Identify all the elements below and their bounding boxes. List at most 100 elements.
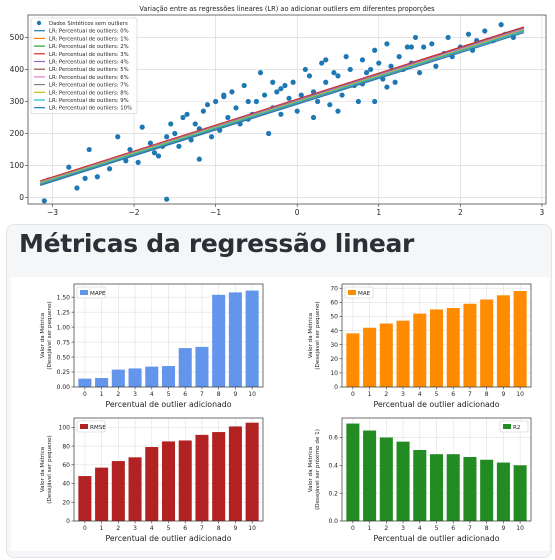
- metric-ytick-label: 0.4: [328, 463, 338, 470]
- metric-xtick-label: 4: [150, 391, 154, 398]
- scatter-xtick-label: 3: [540, 208, 545, 217]
- scatter-point: [164, 196, 170, 202]
- metric-xtick-label: 3: [133, 525, 137, 532]
- metric-legend-swatch: [80, 424, 88, 429]
- scatter-point: [388, 63, 394, 69]
- metric-ytick-label: 50: [330, 314, 338, 321]
- scatter-xtick-label: 2: [458, 208, 463, 217]
- metric-ytick-label: 0.6: [328, 435, 338, 442]
- metric-xtick-label: 0: [83, 391, 87, 398]
- metric-bar: [78, 378, 92, 387]
- scatter-point: [253, 98, 260, 105]
- regression-line: [40, 26, 525, 182]
- scatter-legend: Dados Sintéticos sem outliers LR: Percent…: [30, 17, 138, 114]
- r2-bar-chart: 0.0 0.2 0.4 0.6 0 1 2 3 4 5 6 7 8 9 10 Percentual de ou…: [307, 417, 532, 543]
- metric-legend-box: [344, 286, 374, 299]
- scatter-point: [408, 44, 415, 50]
- scatter-point: [298, 92, 304, 98]
- scatter-point: [74, 185, 80, 191]
- scatter-point: [433, 63, 439, 69]
- metric-bar: [363, 430, 377, 521]
- metric-bar: [496, 462, 510, 521]
- scatter-point: [127, 146, 133, 153]
- scatter-point: [270, 79, 276, 85]
- metric-xtick-label: 9: [233, 525, 237, 532]
- metric-bar: [145, 366, 159, 387]
- metric-bar: [245, 290, 259, 387]
- metric-ytick-label: 40: [330, 328, 338, 335]
- metric-ytick-label: 0.0: [328, 518, 338, 525]
- scatter-point: [482, 28, 488, 34]
- metric-ylabel-line: (Desejável ser pequeno): [46, 435, 53, 503]
- scatter-title: Variação entre as regressões lineares (L…: [139, 5, 435, 13]
- metric-ytick-label: 40: [62, 481, 70, 488]
- legend-label: LR: Percentual de outliers: 6%: [49, 75, 129, 81]
- metric-bar: [513, 465, 527, 521]
- metric-xtick-label: 10: [516, 391, 524, 398]
- metrics-section: Métricas da regressão linear 0.00 0.25 0.5…: [6, 224, 552, 558]
- scatter-point: [41, 198, 47, 204]
- legend-label: LR: Percentual de outliers: 0%: [49, 29, 129, 35]
- metric-axes-frame: [341, 417, 532, 522]
- metric-bar: [178, 440, 192, 521]
- metric-xtick-label: 9: [501, 525, 505, 532]
- scatter-point: [392, 79, 398, 85]
- metric-bar: [346, 423, 360, 521]
- metric-xtick-label: 4: [150, 525, 154, 532]
- scatter-ytick-label: 300: [10, 97, 25, 106]
- scatter-point: [139, 124, 145, 130]
- scatter-point: [274, 89, 280, 95]
- scatter-xtick-label: −3: [47, 208, 58, 217]
- metric-xtick-label: 3: [401, 391, 405, 398]
- scatter-point: [241, 82, 247, 89]
- metric-xtick-label: 2: [384, 525, 388, 532]
- metric-ytick-label: 60: [62, 462, 70, 469]
- scatter-point: [290, 79, 296, 85]
- metric-xtick-label: 5: [435, 391, 439, 398]
- scatter-xtick-label: −1: [210, 208, 221, 217]
- scatter-point: [421, 44, 427, 50]
- scatter-point: [278, 111, 284, 117]
- metric-xtick-label: 1: [100, 525, 104, 532]
- metric-xlabel: Percentual de outlier adicionado: [373, 534, 499, 543]
- scatter-point: [498, 22, 504, 28]
- metric-legend: MAPE: [76, 286, 106, 299]
- mape-bar-chart: 0.00 0.25 0.50 0.75 1.00 1.25 1.50 0 1 2 3 4 5 6 7 8 9 10…: [39, 283, 264, 409]
- metric-legend: R2: [499, 420, 529, 433]
- metric-ytick-label: 100: [59, 425, 71, 432]
- metric-xtick-label: 10: [248, 391, 256, 398]
- scatter-point: [302, 66, 308, 73]
- metric-bar: [195, 346, 209, 387]
- metric-xtick-label: 0: [83, 525, 87, 532]
- scatter-ytick-label: 100: [10, 161, 25, 170]
- scatter-point: [396, 54, 402, 60]
- metric-ytick-label: 0.25: [57, 369, 71, 376]
- metric-legend-label: R2: [513, 425, 520, 431]
- metric-ytick-label: 70: [330, 285, 338, 292]
- metric-bar: [95, 378, 109, 387]
- metric-ytick-label: 10: [330, 370, 338, 377]
- scatter-point: [176, 143, 182, 149]
- scatter-xtick-label: −2: [129, 208, 140, 217]
- scatter-point: [233, 105, 239, 111]
- metric-bar: [178, 348, 192, 387]
- scatter-point: [339, 92, 345, 98]
- metric-bar: [145, 447, 159, 521]
- metric-ytick-label: 0: [334, 384, 338, 391]
- metric-ytick-label: 0.00: [57, 384, 71, 391]
- metric-legend-swatch: [503, 424, 511, 429]
- scatter-point: [164, 134, 170, 140]
- metric-xtick-label: 7: [468, 391, 472, 398]
- metric-xtick-label: 8: [485, 525, 489, 532]
- metric-bar: [95, 467, 109, 521]
- metric-ylabel-line: Valor da Métrica: [39, 313, 46, 358]
- metric-ylabel-line: (Desejável ser pequeno): [46, 301, 53, 369]
- metric-xtick-label: 8: [217, 525, 221, 532]
- metric-xtick-label: 8: [217, 391, 221, 398]
- scatter-point: [384, 84, 390, 90]
- metric-ylabel-line: (Desejável ser pequeno): [314, 301, 321, 369]
- metric-bar: [429, 454, 444, 521]
- metric-xtick-label: 7: [200, 391, 204, 398]
- metric-bar: [396, 320, 410, 387]
- metric-bar: [228, 292, 242, 387]
